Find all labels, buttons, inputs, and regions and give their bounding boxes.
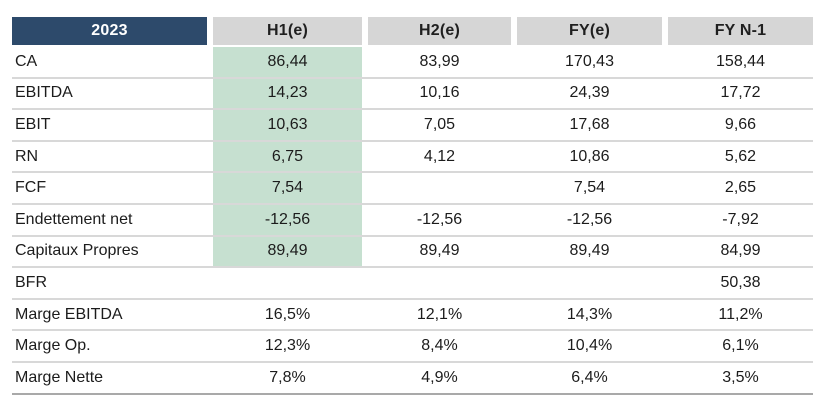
- table-body: CA 86,44 83,99 170,43 158,44 EBITDA 14,2…: [12, 47, 813, 395]
- table-row-marge-ebitda: Marge EBITDA 16,5% 12,1% 14,3% 11,2%: [12, 297, 813, 330]
- value-cell: 84,99: [720, 242, 761, 260]
- table-row-endettement-net: Endettement net -12,56 -12,56 -12,56 -7,…: [12, 202, 813, 235]
- value-cell: 158,44: [716, 52, 765, 70]
- row-label: Capitaux Propres: [15, 242, 139, 260]
- value-cell: 89,49: [419, 242, 460, 260]
- column-header-h2: H2(e): [368, 17, 511, 45]
- value-cell: 8,4%: [421, 337, 458, 355]
- value-cell: 10,86: [569, 147, 610, 165]
- value-cell: 7,54: [213, 173, 362, 203]
- value-cell: -7,92: [722, 210, 759, 228]
- value-cell: 4,9%: [421, 368, 458, 386]
- value-cell: 89,49: [213, 236, 362, 267]
- value-cell: 17,72: [720, 84, 761, 102]
- value-cell: 10,4%: [566, 337, 613, 355]
- value-cell: 7,05: [423, 115, 456, 133]
- value-cell: 24,39: [569, 84, 610, 102]
- value-cell: 50,38: [720, 273, 761, 291]
- row-label: EBITDA: [15, 84, 73, 102]
- table-row-rn: RN 6,75 4,12 10,86 5,62: [12, 139, 813, 172]
- table-row-ebitda: EBITDA 14,23 10,16 24,39 17,72: [12, 76, 813, 109]
- row-label: RN: [15, 147, 39, 165]
- table-row-bfr: BFR 50,38: [12, 266, 813, 298]
- value-cell: 12,3%: [264, 337, 311, 355]
- value-cell: 170,43: [565, 52, 614, 70]
- row-label: Marge Nette: [15, 368, 104, 386]
- table-row-fcf: FCF 7,54 7,54 2,65: [12, 171, 813, 203]
- row-label: CA: [15, 52, 38, 70]
- row-label: Marge EBITDA: [15, 305, 123, 323]
- value-cell: -12,56: [213, 204, 362, 235]
- value-cell: 9,66: [724, 115, 757, 133]
- table-row-marge-nette: Marge Nette 7,8% 4,9% 6,4% 3,5%: [12, 360, 813, 393]
- value-cell: 3,5%: [722, 368, 759, 386]
- year-header-cell: 2023: [12, 17, 207, 45]
- row-label: Endettement net: [15, 210, 133, 228]
- value-cell: 2,65: [724, 179, 757, 197]
- value-cell: 12,1%: [416, 305, 463, 323]
- value-cell: 89,49: [569, 242, 610, 260]
- value-cell: [368, 173, 511, 203]
- value-cell: [213, 268, 362, 298]
- value-cell: 6,1%: [722, 337, 759, 355]
- value-cell: 11,2%: [718, 305, 763, 323]
- value-cell: 14,3%: [566, 305, 613, 323]
- table-row-capitaux-propres: Capitaux Propres 89,49 89,49 89,49 84,99: [12, 234, 813, 267]
- value-cell: 14,23: [213, 78, 362, 109]
- table-row-ebit: EBIT 10,63 7,05 17,68 9,66: [12, 108, 813, 140]
- table-row-ca: CA 86,44 83,99 170,43 158,44: [12, 47, 813, 77]
- row-label: EBIT: [15, 115, 51, 133]
- row-label: BFR: [15, 273, 47, 291]
- value-cell: 6,4%: [571, 368, 608, 386]
- value-cell: 5,62: [724, 147, 757, 165]
- value-cell: -12,56: [416, 210, 463, 228]
- value-cell: 10,16: [419, 84, 460, 102]
- value-cell: 4,12: [423, 147, 456, 165]
- value-cell: 10,63: [213, 110, 362, 140]
- value-cell: 83,99: [419, 52, 460, 70]
- column-header-fyn1: FY N-1: [668, 17, 813, 45]
- value-cell: [517, 268, 662, 298]
- value-cell: 17,68: [569, 115, 610, 133]
- value-cell: -12,56: [566, 210, 613, 228]
- table-header-row: 2023 H1(e) H2(e) FY(e) FY N-1: [12, 17, 813, 45]
- column-header-fy: FY(e): [517, 17, 662, 45]
- table-row-marge-op: Marge Op. 12,3% 8,4% 10,4% 6,1%: [12, 329, 813, 361]
- value-cell: 16,5%: [264, 305, 311, 323]
- value-cell: 6,75: [213, 141, 362, 172]
- value-cell: [368, 268, 511, 298]
- value-cell: 7,54: [573, 179, 606, 197]
- row-label: FCF: [15, 179, 47, 197]
- column-header-h1: H1(e): [213, 17, 362, 45]
- value-cell: 86,44: [213, 47, 362, 77]
- row-label: Marge Op.: [15, 337, 91, 355]
- financial-table: 2023 H1(e) H2(e) FY(e) FY N-1 CA 86,44 8…: [12, 17, 813, 395]
- value-cell: 7,8%: [269, 368, 306, 386]
